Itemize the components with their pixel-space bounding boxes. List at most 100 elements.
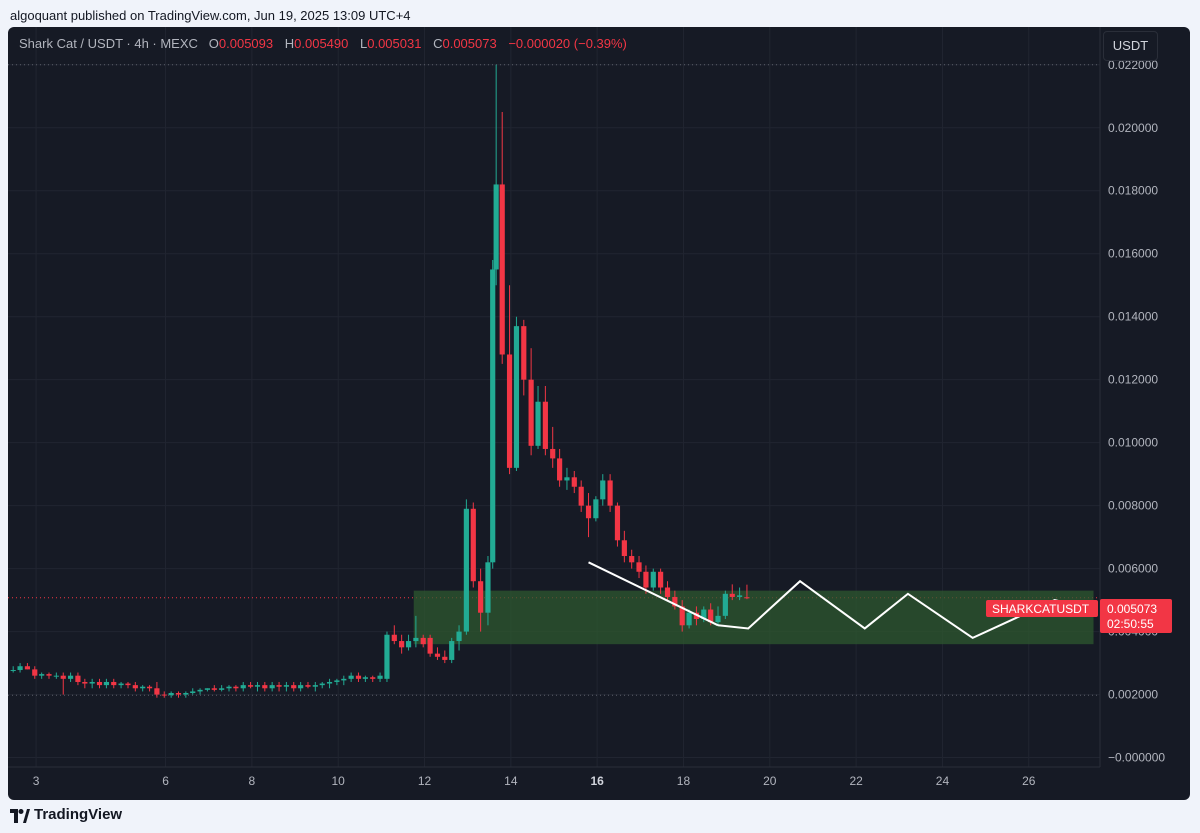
- publisher-line: algoquant published on TradingView.com, …: [10, 8, 411, 23]
- candle: [434, 647, 441, 660]
- candle: [60, 672, 66, 695]
- candle-body: [664, 587, 671, 597]
- currency-button[interactable]: USDT: [1103, 31, 1158, 61]
- candle-body: [276, 685, 282, 687]
- candle: [197, 688, 203, 695]
- y-tick-label: −0.000000: [1108, 751, 1165, 765]
- close-value: 0.005073: [442, 36, 497, 51]
- x-axis[interactable]: 3 6 8 10 12 14 16 18 20 22 24 26: [33, 774, 1036, 788]
- candle: [490, 260, 496, 569]
- candle-body: [240, 685, 246, 689]
- candle: [658, 568, 664, 594]
- candle: [298, 681, 304, 692]
- candle-body: [442, 656, 448, 660]
- candle: [10, 666, 16, 673]
- candle: [722, 590, 728, 619]
- candle: [67, 672, 74, 682]
- candle-body: [168, 693, 174, 696]
- candle-body: [600, 480, 606, 500]
- candle-body: [341, 678, 347, 681]
- candle: [96, 678, 103, 689]
- candle-body: [621, 540, 627, 557]
- candle: [39, 672, 45, 679]
- candle-body: [175, 693, 182, 695]
- candle-body: [686, 612, 692, 626]
- candle-body: [463, 508, 469, 632]
- candle-body: [449, 641, 455, 660]
- price-tag-countdown: 02:50:55: [1107, 617, 1154, 631]
- candle: [636, 556, 642, 579]
- grid-lines: [8, 27, 1100, 767]
- candle-body: [32, 669, 38, 676]
- candle: [399, 634, 405, 654]
- symbol-name[interactable]: Shark Cat / USDT · 4h · MEXC: [19, 36, 198, 51]
- close-label: C: [433, 36, 443, 51]
- candle: [377, 672, 383, 682]
- candle-body: [362, 677, 368, 679]
- candle: [362, 675, 368, 682]
- y-axis[interactable]: 0.022000 0.020000 0.018000 0.016000 0.014000…: [1108, 58, 1165, 765]
- x-tick-label: 26: [1022, 774, 1036, 788]
- publish-header: algoquant published on TradingView.com, …: [0, 0, 1200, 32]
- candle-body: [326, 681, 333, 684]
- candle: [89, 678, 95, 689]
- candle-body: [75, 675, 81, 682]
- candle: [463, 499, 469, 635]
- candle: [686, 609, 692, 629]
- price-tag-symbol: SHARKCATUSDT: [992, 602, 1090, 616]
- candle-body: [427, 637, 433, 654]
- footer-brand: TradingView: [34, 806, 123, 823]
- candle: [262, 681, 268, 692]
- candle: [744, 584, 750, 600]
- candle: [542, 385, 548, 456]
- candle: [154, 681, 160, 698]
- chart-frame: 0.022000 0.020000 0.018000 0.016000 0.014000…: [8, 27, 1190, 800]
- candle-body: [283, 685, 289, 687]
- candle: [478, 568, 484, 632]
- y-tick-label: 0.012000: [1108, 373, 1158, 387]
- candle-body: [722, 593, 728, 616]
- candle-body: [10, 670, 16, 672]
- candle: [175, 691, 182, 698]
- candle: [355, 672, 362, 682]
- candle: [254, 681, 261, 692]
- open-value: 0.005093: [218, 36, 274, 51]
- y-tick-label: 0.020000: [1108, 121, 1158, 135]
- high-label: H: [284, 36, 295, 51]
- candle-body: [456, 631, 462, 642]
- candle: [593, 496, 599, 522]
- candle-body: [405, 641, 412, 648]
- candle: [420, 634, 426, 648]
- candle: [240, 681, 246, 692]
- candle-body: [211, 688, 217, 690]
- candle-body: [298, 685, 304, 689]
- candle-body: [384, 634, 390, 679]
- footer-bar: TradingView: [0, 800, 1200, 833]
- candle: [585, 493, 592, 538]
- candle: [341, 675, 347, 686]
- price-chart[interactable]: 0.022000 0.020000 0.018000 0.016000 0.014000…: [8, 27, 1190, 800]
- candle-body: [161, 694, 167, 696]
- low-value: 0.005031: [367, 36, 422, 51]
- x-tick-label: 12: [418, 774, 432, 788]
- candle-body: [334, 680, 340, 682]
- support-zone: [413, 590, 1094, 645]
- candle-body: [550, 448, 556, 459]
- candle-body: [490, 269, 496, 563]
- candle: [607, 474, 613, 512]
- candle: [715, 606, 721, 626]
- candle-body: [607, 480, 613, 506]
- candle: [528, 348, 534, 456]
- candle-body: [140, 686, 146, 689]
- trendline: [588, 561, 719, 627]
- candle-body: [701, 609, 707, 619]
- candle-body: [513, 326, 520, 468]
- candle-body: [370, 677, 376, 679]
- candle: [204, 688, 210, 692]
- candle-body: [585, 505, 592, 519]
- candle-body: [636, 562, 642, 572]
- candle: [679, 600, 685, 632]
- candle: [233, 685, 239, 692]
- candle-body: [413, 637, 419, 642]
- candle: [449, 637, 455, 664]
